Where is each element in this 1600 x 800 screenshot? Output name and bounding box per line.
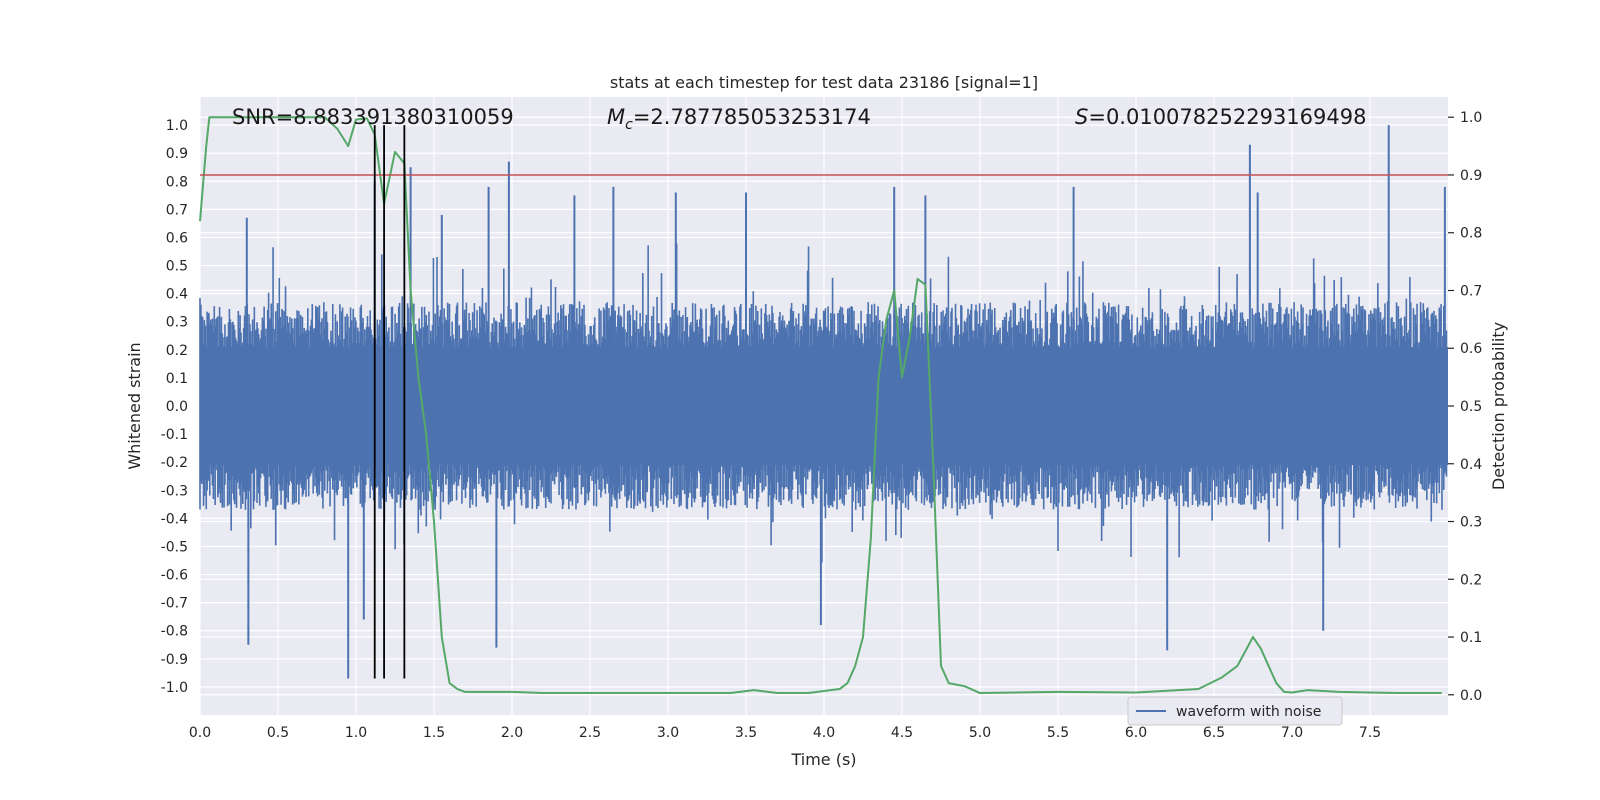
y-axis-left-title: Whitened strain [125,342,144,469]
x-tick-label: 1.5 [423,725,445,741]
x-tick-label: 3.0 [657,725,679,741]
waveform-layer [199,125,1448,679]
x-tick-label: 5.0 [969,725,991,741]
x-tick-label: 7.5 [1359,725,1381,741]
s-annotation: S=0.010078252293169498 [1075,105,1366,129]
y-left-tick-label: 0.7 [166,202,188,218]
x-tick-label: 5.5 [1047,725,1069,741]
y-left-tick-label: -0.1 [161,427,188,443]
y-left-tick-label: 1.0 [166,118,188,134]
y-right-tick-label: 0.8 [1460,226,1482,242]
chirp-mass-subscript: c [625,117,633,133]
y-left-tick-label: -0.6 [161,568,188,584]
chirp-mass-symbol: M [607,105,625,129]
probability-layer [199,116,1442,695]
chart-title: stats at each timestep for test data 231… [610,73,1038,92]
y-axis-right-title: Detection probability [1489,322,1508,490]
y-right-tick-label: 0.5 [1460,399,1482,415]
y-left-tick-label: 0.6 [166,230,188,246]
y-right-tick-label: 0.7 [1460,283,1482,299]
marker-layer [200,125,1448,679]
y-left-tick-label: -0.4 [161,511,188,527]
y-left-tick-label: 0.1 [166,371,188,387]
x-tick-label: 0.5 [267,725,289,741]
y-right-tick-label: 0.3 [1460,515,1482,531]
legend-label-waveform: waveform with noise [1176,704,1321,720]
legend: waveform with noise [1127,696,1343,726]
y-left-tick-label: -0.2 [161,455,188,471]
y-left-tick-label: 0.8 [166,174,188,190]
y-left-tick-label: 0.3 [166,315,188,331]
y-right-tick-label: 0.0 [1460,688,1482,704]
y-left-tick-label: -0.8 [161,624,188,640]
waveform-core-band [200,347,1448,465]
chirp-mass-value: =2.787785053253174 [633,105,871,129]
x-tick-label: 6.0 [1125,725,1147,741]
y-left-tick-label: -1.0 [161,680,188,696]
axis-layer: 0.0 0.5 1.0 1.5 2.0 2.5 3.0 3.5 4.0 4.5 5.0 5.5 6.0 6… [161,110,1483,741]
y-left-tick-label: -0.9 [161,652,188,668]
chirp-mass-annotation: Mc=2.787785053253174 [607,105,871,133]
s-symbol: S [1075,105,1088,129]
probability-series [199,116,1442,695]
x-tick-label: 2.0 [501,725,523,741]
y-right-tick-label: 1.0 [1460,110,1482,126]
x-tick-label: 7.0 [1281,725,1303,741]
y-left-tick-label: -0.7 [161,596,188,612]
y-left-tick-label: 0.5 [166,259,188,275]
x-tick-label: 4.5 [891,725,913,741]
y-left-tick-label: -0.5 [161,539,188,555]
y-right-tick-label: 0.6 [1460,341,1482,357]
y-right-tick-label: 0.2 [1460,572,1482,588]
x-tick-label: 1.0 [345,725,367,741]
snr-annotation: SNR=8.883391380310059 [232,105,514,129]
x-tick-label: 4.0 [813,725,835,741]
y-right-tick-label: 0.4 [1460,457,1482,473]
y-left-tick-label: 0.0 [166,399,188,415]
y-left-tick-label: 0.4 [166,287,188,303]
y-right-tick-label: 0.9 [1460,168,1482,184]
x-tick-label: 2.5 [579,725,601,741]
y-left-tick-label: 0.9 [166,146,188,162]
legend-box [1127,696,1343,726]
x-tick-label: 3.5 [735,725,757,741]
x-tick-label: 0.0 [189,725,211,741]
y-left-tick-label: 0.2 [166,343,188,359]
y-right-tick-label: 0.1 [1460,630,1482,646]
x-tick-label: 6.5 [1203,725,1225,741]
y-left-tick-label: -0.3 [161,483,188,499]
x-axis-title: Time (s) [790,750,856,769]
s-value: =0.010078252293169498 [1088,105,1366,129]
